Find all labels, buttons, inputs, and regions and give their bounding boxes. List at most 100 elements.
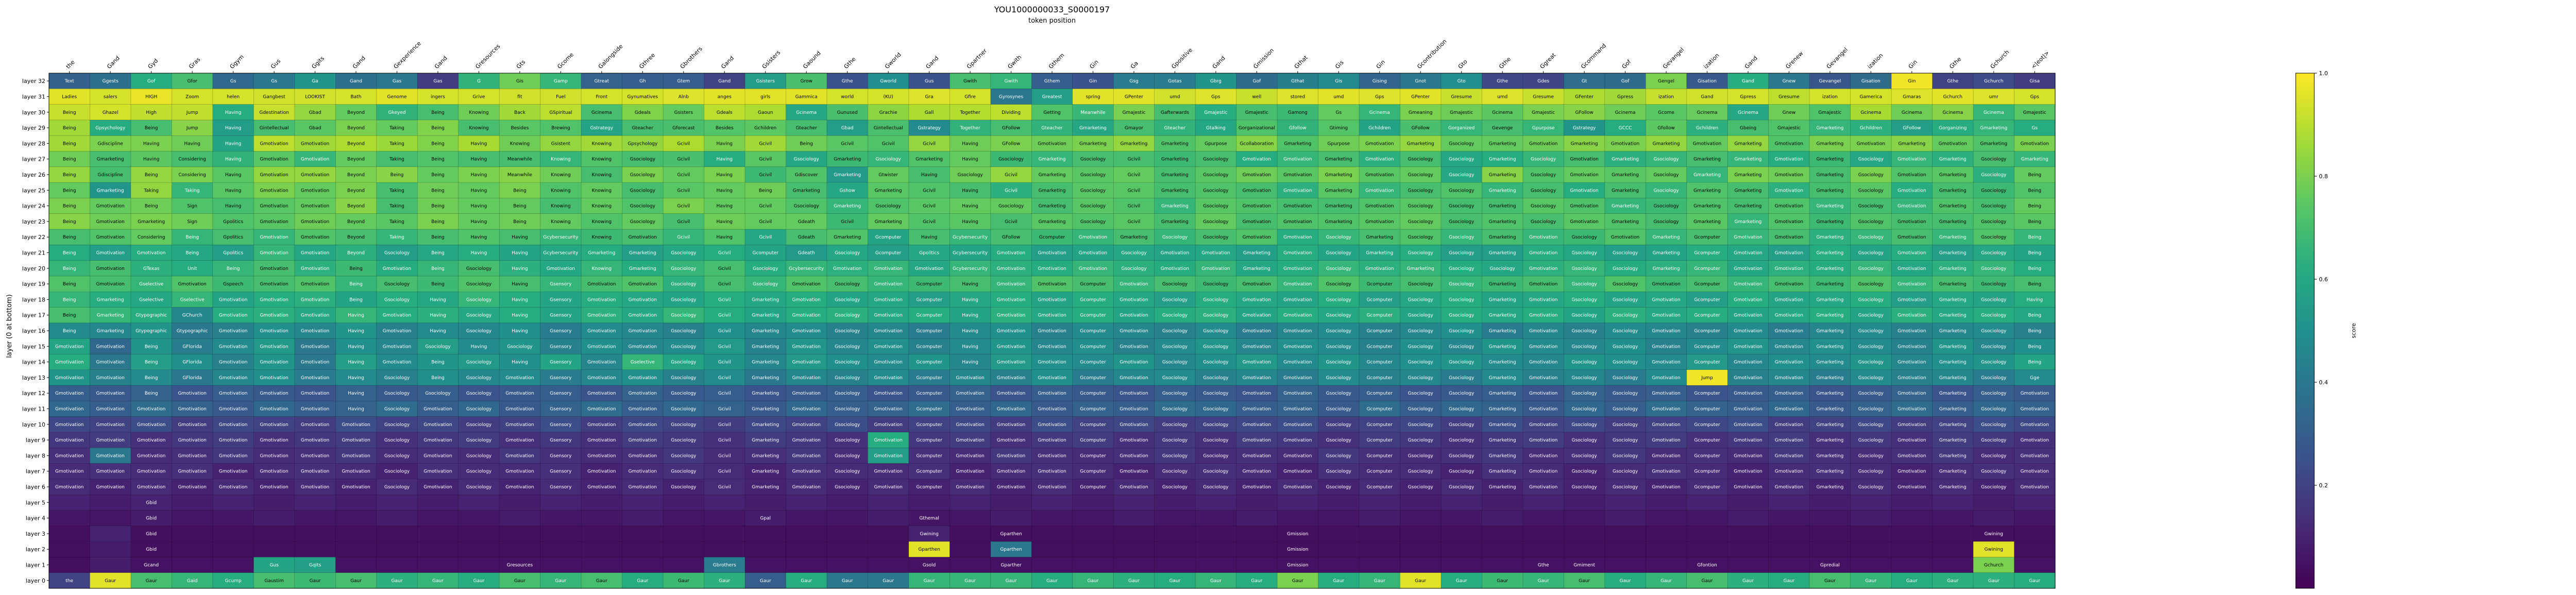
heatmap-cell xyxy=(253,120,295,136)
heatmap-cell-label: Gmotivation xyxy=(301,391,329,396)
heatmap-cell-label: Gmotivation xyxy=(1365,188,1394,193)
heatmap-cell-label: Having xyxy=(716,188,733,193)
heatmap-cell-label: Gsociology xyxy=(1162,282,1188,287)
heatmap-cell xyxy=(1604,198,1646,214)
heatmap-cell-label: Gmotivation xyxy=(2021,391,2049,396)
heatmap-cell-label: Gmotivation xyxy=(96,407,125,412)
heatmap-cell-label: Gmotivation xyxy=(1283,266,1312,271)
heatmap-cell-label: Gsociology xyxy=(835,282,860,287)
heatmap-cell xyxy=(1809,541,1851,557)
heatmap-cell-label: Gsociology xyxy=(1613,360,1638,365)
heatmap-cell-label: Gmotivation xyxy=(383,344,411,349)
heatmap-cell xyxy=(499,151,541,167)
heatmap-cell xyxy=(1646,120,1687,136)
heatmap-cell xyxy=(1727,182,1769,199)
x-tick-label: Gin xyxy=(1907,59,1919,70)
heatmap-cell xyxy=(1277,166,1319,183)
heatmap-cell xyxy=(540,89,582,105)
heatmap-cell xyxy=(1482,73,1523,89)
heatmap-cell-label: Gsociology xyxy=(1981,235,2007,240)
heatmap-cell xyxy=(90,182,131,199)
heatmap-cell-label: Gmotivation xyxy=(1283,391,1312,396)
heatmap-cell-label: Gsensory xyxy=(550,376,572,381)
heatmap-cell-label: Gsociology xyxy=(1858,188,1884,193)
heatmap-cell-label: Gmarketing xyxy=(1039,173,1066,178)
heatmap-cell xyxy=(1891,89,1933,105)
y-tick-label: layer 4 xyxy=(26,515,45,522)
heatmap-cell-label: Gsensory xyxy=(550,469,572,474)
heatmap-cell-label: Gsociology xyxy=(1326,297,1352,302)
heatmap-cell-label: Gsociology xyxy=(466,282,492,287)
heatmap-cell-label: Gsociology xyxy=(1613,485,1638,490)
heatmap-cell-label: Gs xyxy=(2031,126,2038,131)
heatmap-cell-label: Gcivil xyxy=(718,407,731,412)
heatmap-cell-label: Gmotivation xyxy=(1652,422,1680,428)
heatmap-cell-label: Gcivil xyxy=(1005,219,1018,225)
heatmap-cell xyxy=(2014,89,2056,105)
heatmap-cell-label: Gsociology xyxy=(1981,469,2007,474)
heatmap-cell-label: Gsociology xyxy=(1203,219,1229,225)
heatmap-cell xyxy=(868,541,909,557)
heatmap-cell-label: Gcomputer xyxy=(1694,250,1720,256)
heatmap-cell xyxy=(663,198,705,214)
heatmap-cell xyxy=(786,541,827,557)
heatmap-cell-label: Gmotivation xyxy=(874,344,902,349)
heatmap-cell xyxy=(1646,541,1687,557)
y-tick-label: layer 2 xyxy=(26,546,45,553)
heatmap-cell xyxy=(540,557,582,573)
heatmap-cell-label: Gsisters xyxy=(674,110,693,115)
heatmap-cell-label: Gmotivation xyxy=(997,485,1025,490)
y-tick-label: layer 28 xyxy=(22,140,45,147)
y-tick-label: layer 24 xyxy=(22,203,45,210)
y-axis-label: layer (0 at bottom) xyxy=(6,294,13,358)
heatmap-cell xyxy=(212,245,254,261)
heatmap-cell xyxy=(90,104,131,121)
heatmap-cell-label: Gmarketing xyxy=(1816,485,1843,490)
heatmap-cell-label: Gmotivation xyxy=(1611,141,1639,146)
heatmap-cell xyxy=(335,135,377,152)
heatmap-cell-label: Gmotivation xyxy=(1120,360,1148,365)
x-tick-label: Gis xyxy=(1334,59,1345,70)
heatmap-cell-label: Gsociology xyxy=(1572,453,1598,458)
heatmap-cell xyxy=(1440,525,1483,542)
heatmap-cell-label: Gmotivation xyxy=(874,282,902,287)
heatmap-cell-label: Gmajestic xyxy=(1122,110,1145,115)
heatmap-cell-label: Gcivil xyxy=(718,282,731,287)
heatmap-cell-label: Gmarketing xyxy=(1489,407,1516,412)
heatmap-cell-label: GFlorida xyxy=(182,360,202,365)
heatmap-cell-label: Gsociology xyxy=(1449,204,1475,209)
heatmap-cell-label: Gmarketing xyxy=(1489,282,1516,287)
heatmap-cell-label: Gmotivation xyxy=(260,266,288,271)
heatmap-cell-label: Gmotivation xyxy=(219,344,247,349)
heatmap-cell xyxy=(1031,166,1073,183)
heatmap-cell-label: Gmotivation xyxy=(301,407,329,412)
heatmap-cell xyxy=(1400,557,1442,573)
heatmap-cell-label: Being xyxy=(431,235,445,240)
heatmap-cell-label: Gmotivation xyxy=(1775,360,1803,365)
heatmap-cell-label: Gmotivation xyxy=(1365,204,1394,209)
heatmap-cell-label: Gmotivation xyxy=(629,313,657,318)
heatmap-cell-label: Gsociology xyxy=(671,469,697,474)
heatmap-cell xyxy=(868,557,909,573)
heatmap-cell xyxy=(581,166,623,183)
heatmap-cell-label: Gsociology xyxy=(671,313,697,318)
heatmap-cell-label: Gsociology xyxy=(1653,219,1679,225)
heatmap-cell-label: Gmarketing xyxy=(1939,360,1967,365)
heatmap-cell-label: Gmotivation xyxy=(1038,391,1066,396)
heatmap-cell-label: Gcump xyxy=(225,579,242,584)
heatmap-cell-label: Gsociology xyxy=(1981,157,2007,162)
heatmap-cell-label: Gmotivation xyxy=(342,453,370,458)
heatmap-cell xyxy=(1932,229,1974,245)
heatmap-cell-label: Gfollow xyxy=(1657,126,1675,131)
heatmap-cell xyxy=(1850,213,1892,230)
heatmap-cell-label: Gsociology xyxy=(1203,422,1229,428)
heatmap-cell-label: Being xyxy=(63,204,76,209)
heatmap-cell-label: Gcybersecurity xyxy=(953,266,988,271)
heatmap-cell-label: Gcomputer xyxy=(1367,391,1393,396)
heatmap-cell xyxy=(1359,557,1401,573)
heatmap-cell xyxy=(950,89,991,105)
heatmap-cell-label: Gmotivation xyxy=(1652,297,1680,302)
heatmap-cell-label: Gsensory xyxy=(550,453,572,458)
heatmap-cell xyxy=(1277,104,1319,121)
heatmap-cell-label: Gmotivation xyxy=(587,360,616,365)
